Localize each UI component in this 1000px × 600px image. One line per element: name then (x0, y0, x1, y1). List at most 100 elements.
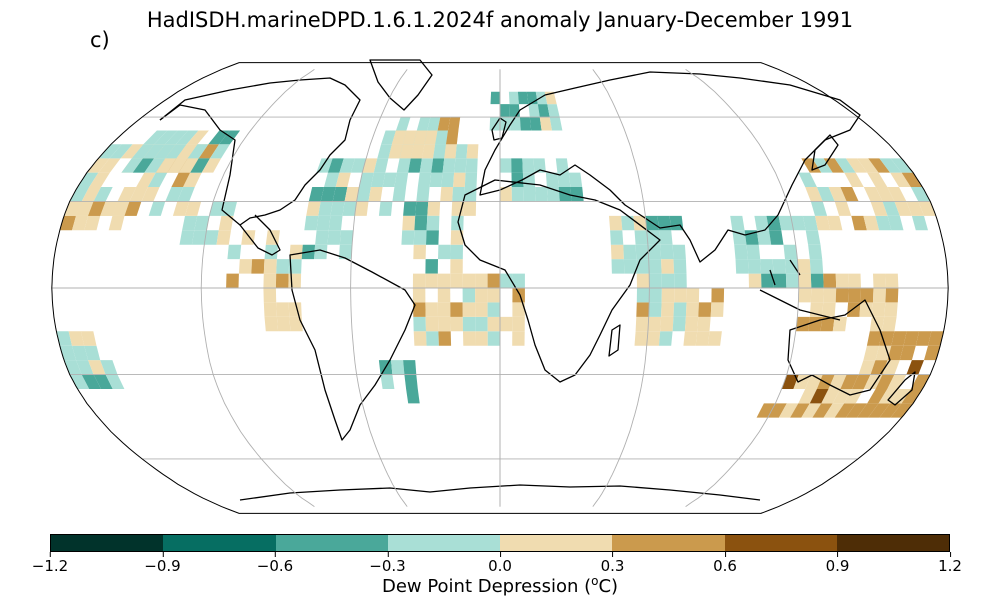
grid-cell (289, 316, 303, 332)
grid-cell (672, 244, 686, 260)
grid-cell (218, 215, 234, 231)
grid-cell (797, 259, 811, 274)
grid-cell (440, 187, 454, 202)
grid-cell (901, 389, 923, 404)
australia-outline (787, 299, 891, 396)
grid-cell (805, 230, 821, 245)
grid-cell (165, 187, 184, 202)
central-america-outline (159, 104, 241, 226)
grid-cell (661, 288, 675, 303)
grid-cell (529, 117, 542, 131)
grid-cell (59, 215, 76, 231)
grid-cell (863, 345, 880, 361)
grid-cell (887, 345, 904, 361)
grid-cell (871, 302, 886, 317)
colorbar-tick-label: −1.2 (32, 552, 68, 575)
grid-cell (171, 172, 191, 187)
grid-cell (143, 144, 165, 159)
grid-cell (339, 158, 355, 173)
grid-cell (747, 259, 762, 274)
grid-cell (388, 144, 403, 159)
grid-cell (450, 316, 463, 332)
grid-cell (183, 172, 202, 187)
grid-cell (840, 374, 859, 389)
grid-cell (392, 187, 407, 202)
grid-cell (198, 144, 220, 159)
grid-cell (674, 288, 687, 303)
grid-cell (141, 187, 160, 202)
grid-cell (887, 187, 907, 202)
grid-cell (238, 259, 253, 274)
grid-cell (795, 316, 810, 332)
grid-cell (413, 316, 426, 332)
grid-cell (129, 187, 148, 202)
grid-cell (190, 158, 210, 173)
grid-cell (452, 187, 465, 202)
grid-cell (845, 158, 868, 173)
grid-cell (683, 331, 698, 346)
grid-cell (832, 316, 847, 332)
colorbar-label: Dew Point Depression (oC) (381, 574, 619, 597)
grid-cell (98, 158, 121, 173)
grid-cell (251, 259, 265, 274)
grid-cell (879, 403, 902, 418)
grid-cell (801, 158, 822, 173)
grid-cell (438, 244, 451, 260)
grid-cell (98, 144, 122, 159)
grid-cell (264, 316, 279, 332)
grid-cell (867, 389, 888, 404)
grid-cell (636, 259, 650, 274)
grid-cell (373, 158, 389, 173)
grid-cell (185, 201, 202, 216)
grid-cell (72, 345, 89, 361)
grid-cell (810, 273, 824, 288)
grid-cell (746, 244, 761, 260)
grid-cell (136, 172, 156, 187)
grid-cell (823, 288, 837, 303)
grid-cell (437, 273, 451, 288)
grid-cell (823, 158, 845, 173)
grid-cell (435, 130, 448, 145)
grid-cell (263, 302, 277, 317)
grid-cell (475, 273, 488, 288)
grid-cell (413, 130, 428, 145)
grid-cell (778, 403, 799, 418)
grid-cell (697, 316, 711, 332)
grid-cell (570, 187, 584, 202)
grid-cell (906, 360, 924, 375)
colorbar-ticks: −1.2 −0.9 −0.6 −0.3 0.0 0.3 0.6 0.9 1.2 (32, 552, 962, 576)
grid-cell (453, 172, 466, 187)
grid-cell (661, 302, 675, 317)
grid-cell (910, 187, 931, 202)
grid-cell (901, 172, 923, 187)
grid-cell (144, 158, 166, 173)
grid-cell (450, 244, 463, 260)
grid-cell (635, 244, 649, 260)
grid-cell (810, 288, 824, 303)
grid-cell (512, 302, 525, 317)
grid-cell (402, 130, 417, 145)
colorbar-tick-label: −0.3 (369, 552, 406, 575)
grid-cell (857, 158, 879, 173)
grid-cell (661, 273, 675, 288)
grid-cell (828, 187, 847, 202)
grid-cell (660, 316, 674, 332)
grid-cell (332, 187, 348, 202)
grid-cell (845, 403, 868, 418)
grid-cell (508, 91, 519, 105)
map-boundary (51, 62, 949, 514)
grid-cell (76, 201, 94, 216)
grid-cell (647, 244, 662, 260)
grid-cell (131, 144, 155, 159)
grid-cell (380, 374, 395, 389)
grid-cell (109, 144, 133, 159)
grid-cell (466, 144, 479, 159)
grid-cell (646, 230, 661, 245)
grid-cell (669, 215, 684, 231)
grid-cell (178, 158, 199, 173)
grid-cell (487, 331, 500, 346)
colorbar-segment (724, 535, 837, 551)
grid-cell (462, 302, 476, 317)
grid-cell (415, 201, 429, 216)
grid-cell (863, 215, 880, 231)
